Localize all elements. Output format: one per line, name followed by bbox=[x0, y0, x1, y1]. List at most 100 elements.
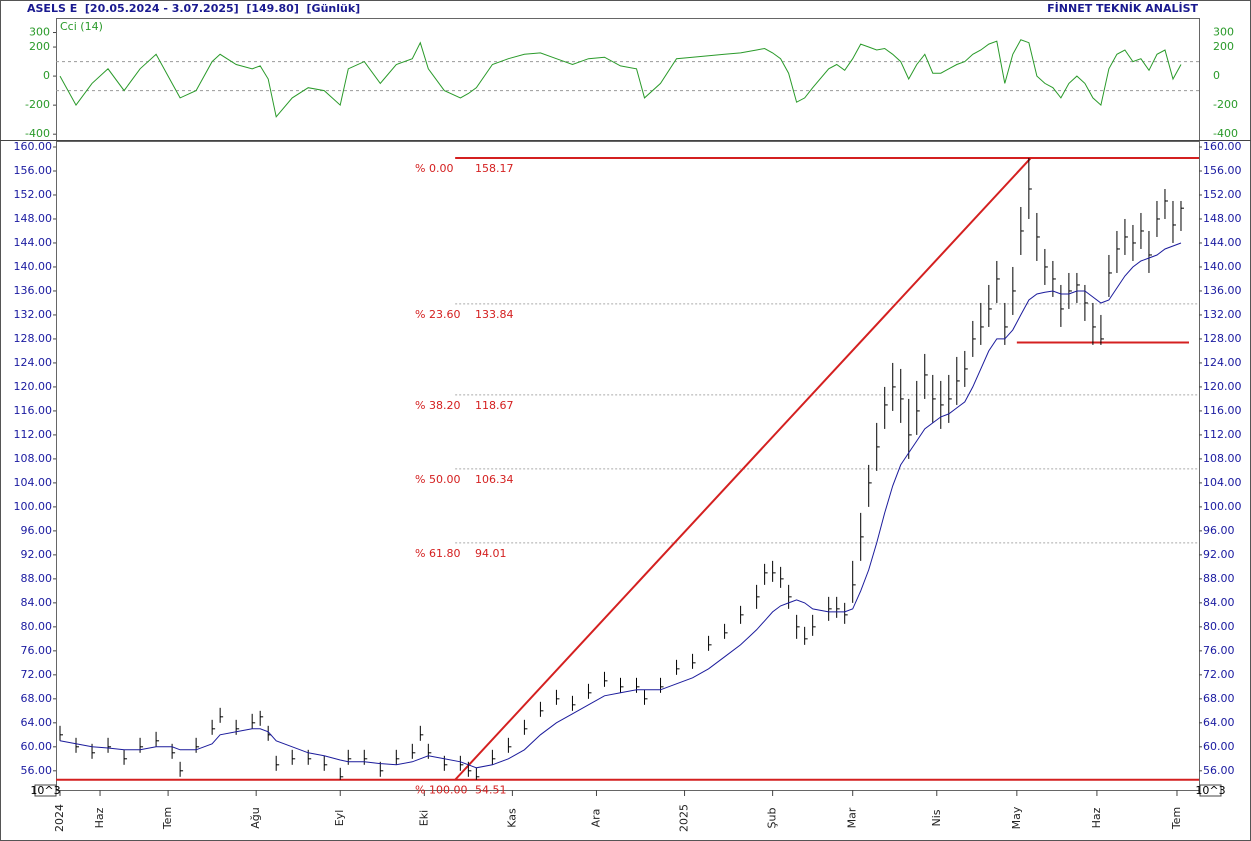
y-tick-label: 148.00 bbox=[14, 212, 53, 225]
y-tick-label: 80.00 bbox=[21, 620, 53, 633]
y2-tick-label: 300 bbox=[1213, 26, 1234, 39]
y2-tick-label: 0 bbox=[43, 69, 50, 82]
y-tick-label: 88.00 bbox=[21, 572, 53, 585]
x-tick-label: Ağu bbox=[249, 807, 262, 828]
y-tick-label: 120.00 bbox=[1203, 380, 1242, 393]
x-tick-label: Haz bbox=[1090, 807, 1103, 828]
y-tick-label: 156.00 bbox=[1203, 164, 1242, 177]
fib-value: 94.01 bbox=[475, 547, 507, 560]
y-tick-label: 56.00 bbox=[1203, 764, 1235, 777]
moving-average bbox=[59, 242, 1182, 769]
y-tick-label: 152.00 bbox=[1203, 188, 1242, 201]
fib-value: 106.34 bbox=[475, 473, 514, 486]
y-tick-label: 76.00 bbox=[1203, 644, 1235, 657]
y-tick-label: 120.00 bbox=[14, 380, 53, 393]
y2-tick-label: 200 bbox=[1213, 40, 1234, 53]
source: FİNNET TEKNİK ANALİST bbox=[1047, 1, 1198, 15]
y-tick-label: 80.00 bbox=[1203, 620, 1235, 633]
x-tick-label: Şub bbox=[766, 808, 779, 829]
y-tick-label: 132.00 bbox=[1203, 308, 1242, 321]
y-tick-label: 68.00 bbox=[1203, 692, 1235, 705]
y-tick-label: 140.00 bbox=[1203, 260, 1242, 273]
y-tick-label: 136.00 bbox=[1203, 284, 1242, 297]
y-tick-label: 92.00 bbox=[21, 548, 53, 561]
fib-label: % 38.20 bbox=[415, 399, 460, 412]
y-tick-label: 60.00 bbox=[21, 740, 53, 753]
y-tick-label: 108.00 bbox=[1203, 452, 1242, 465]
y-tick-label: 152.00 bbox=[14, 188, 53, 201]
y-tick-label: 148.00 bbox=[1203, 212, 1242, 225]
x-tick-label: Ara bbox=[589, 809, 602, 828]
y-tick-label: 76.00 bbox=[21, 644, 53, 657]
multiplier-box bbox=[34, 784, 57, 797]
y-tick-label: 116.00 bbox=[1203, 404, 1242, 417]
fib-value: 133.84 bbox=[475, 308, 514, 321]
y-tick-label: 60.00 bbox=[1203, 740, 1235, 753]
y-tick-label: 108.00 bbox=[14, 452, 53, 465]
fib-value: 158.17 bbox=[475, 162, 514, 175]
y-tick-label: 104.00 bbox=[14, 476, 53, 489]
fib-label: % 61.80 bbox=[415, 547, 460, 560]
y-tick-label: 160.00 bbox=[14, 140, 53, 153]
y-tick-label: 132.00 bbox=[14, 308, 53, 321]
y-tick-label: 160.00 bbox=[1203, 140, 1242, 153]
fib-value: 54.51 bbox=[475, 784, 507, 797]
x-tick-label: 2024 bbox=[53, 804, 66, 832]
y2-tick-label: -200 bbox=[1213, 98, 1238, 111]
y2-tick-label: 0 bbox=[1213, 69, 1220, 82]
y-tick-label: 140.00 bbox=[14, 260, 53, 273]
x-tick-label: Tem bbox=[1170, 807, 1183, 830]
y2-tick-label: -400 bbox=[25, 127, 50, 140]
fib-label: % 50.00 bbox=[415, 473, 460, 486]
y-tick-label: 92.00 bbox=[1203, 548, 1235, 561]
x-tick-label: May bbox=[1010, 806, 1023, 829]
trendline bbox=[454, 157, 1032, 781]
y2-tick-label: 200 bbox=[29, 40, 50, 53]
x-tick-label: Kas bbox=[505, 808, 518, 828]
fib-label: % 23.60 bbox=[415, 308, 460, 321]
cci-label: Cci (14) bbox=[60, 20, 103, 33]
y-tick-label: 96.00 bbox=[1203, 524, 1235, 537]
x-tick-label: 2025 bbox=[678, 804, 691, 832]
x-tick-label: Eki bbox=[417, 810, 430, 826]
y-tick-label: 144.00 bbox=[14, 236, 53, 249]
y-tick-label: 100.00 bbox=[1203, 500, 1242, 513]
y-tick-label: 96.00 bbox=[21, 524, 53, 537]
y-tick-label: 128.00 bbox=[1203, 332, 1242, 345]
y-tick-label: 64.00 bbox=[1203, 716, 1235, 729]
y-tick-label: 124.00 bbox=[14, 356, 53, 369]
y-tick-label: 144.00 bbox=[1203, 236, 1242, 249]
x-tick-label: Nis bbox=[930, 809, 943, 826]
y2-tick-label: -200 bbox=[25, 98, 50, 111]
y-tick-label: 104.00 bbox=[1203, 476, 1242, 489]
multiplier: 10^3 bbox=[30, 784, 60, 797]
y-tick-label: 128.00 bbox=[14, 332, 53, 345]
y-tick-label: 136.00 bbox=[14, 284, 53, 297]
y-tick-label: 156.00 bbox=[14, 164, 53, 177]
y-tick-label: 88.00 bbox=[1203, 572, 1235, 585]
y-tick-label: 72.00 bbox=[21, 668, 53, 681]
y2-tick-label: 300 bbox=[29, 26, 50, 39]
x-tick-label: Haz bbox=[93, 807, 106, 828]
y-tick-label: 64.00 bbox=[21, 716, 53, 729]
y-tick-label: 84.00 bbox=[1203, 596, 1235, 609]
y-tick-label: 68.00 bbox=[21, 692, 53, 705]
x-tick-label: Mar bbox=[846, 807, 859, 828]
y-tick-label: 124.00 bbox=[1203, 356, 1242, 369]
y-tick-label: 112.00 bbox=[1203, 428, 1242, 441]
cci-line bbox=[59, 39, 1182, 118]
multiplier: 10^3 bbox=[1195, 784, 1225, 797]
y-tick-label: 116.00 bbox=[14, 404, 53, 417]
y-tick-label: 72.00 bbox=[1203, 668, 1235, 681]
price-panel bbox=[56, 141, 1200, 791]
x-tick-label: Tem bbox=[161, 807, 174, 830]
chart-title: ASELS E [20.05.2024 - 3.07.2025] [149.80… bbox=[27, 2, 360, 15]
y-tick-label: 112.00 bbox=[14, 428, 53, 441]
multiplier-box bbox=[1199, 784, 1222, 797]
fib-label: % 0.00 bbox=[415, 162, 453, 175]
y-tick-label: 84.00 bbox=[21, 596, 53, 609]
y-tick-label: 100.00 bbox=[14, 500, 53, 513]
fib-label: % 100.00 bbox=[415, 784, 467, 797]
